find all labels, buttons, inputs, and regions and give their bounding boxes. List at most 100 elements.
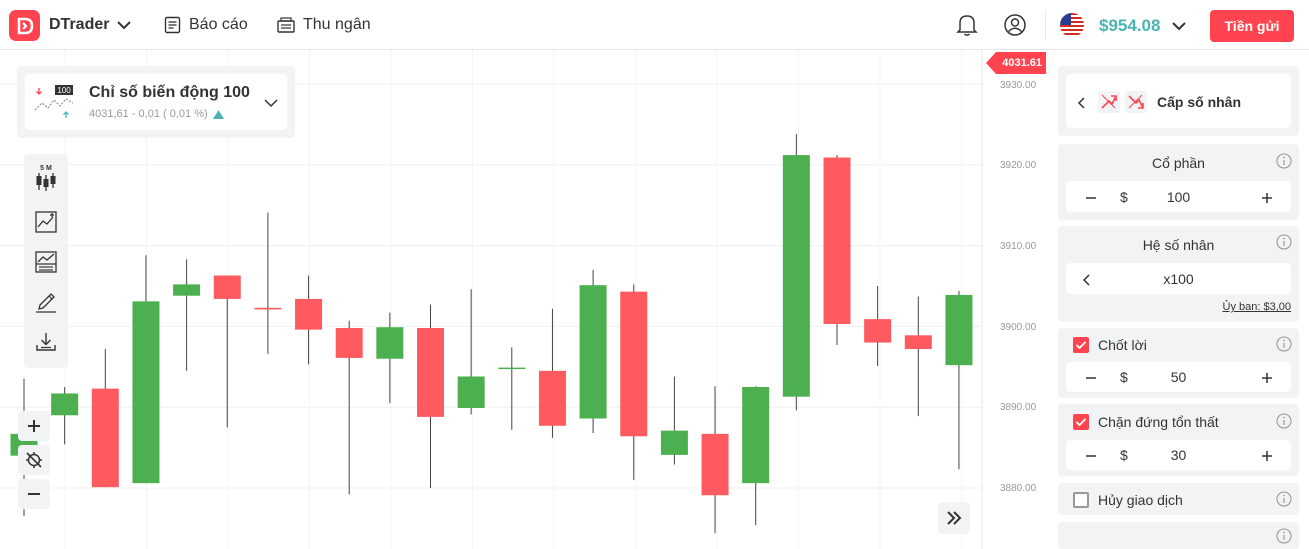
minus-icon[interactable] (1085, 191, 1097, 209)
minus-icon[interactable] (1085, 371, 1097, 389)
crosshair-toggle-button[interactable] (18, 445, 50, 475)
volatility-index-icon: 100 (33, 84, 75, 125)
candle (620, 284, 648, 480)
deal-cancellation-checkbox[interactable] (1073, 492, 1089, 508)
chevron-down-icon[interactable] (116, 17, 132, 38)
indicators-button[interactable] (31, 207, 61, 237)
trade-type-selector[interactable]: Cấp số nhân (1066, 74, 1291, 128)
volatility-index-badge: 100 (57, 86, 71, 95)
candle-body (254, 307, 282, 310)
nav-cashier[interactable]: Thu ngân (277, 16, 371, 34)
trade-type-card[interactable]: Cấp số nhân (1058, 66, 1299, 136)
chart-type-button[interactable]: 5 M (31, 162, 61, 192)
symbol-name: Chỉ số biến động 100 (89, 84, 250, 101)
chevron-down-icon[interactable] (1171, 18, 1187, 39)
multiplier-value: x100 (1163, 271, 1194, 287)
stop-loss-input[interactable]: 30 (1170, 447, 1187, 463)
stop-loss-label[interactable]: Chặn đứng tổn thất (1098, 414, 1219, 430)
account-icon[interactable] (1003, 13, 1027, 42)
drawing-tools-icon (36, 293, 56, 313)
take-profit-input[interactable]: 50 (1170, 369, 1187, 385)
candle (660, 376, 688, 465)
platform-name[interactable]: DTrader (49, 16, 110, 33)
stop-loss-checkbox[interactable] (1073, 414, 1089, 430)
header-divider (1045, 10, 1046, 40)
chevron-down-icon[interactable] (263, 95, 279, 116)
account-balance[interactable]: $954.08 (1099, 16, 1161, 35)
bell-icon[interactable] (956, 13, 978, 42)
candle-body (91, 388, 119, 488)
report-icon (164, 16, 181, 34)
candle (254, 212, 282, 354)
extra-option-card (1058, 522, 1299, 549)
currency-symbol: $ (1120, 447, 1128, 463)
deposit-button[interactable]: Tiền gửi (1210, 10, 1294, 42)
candle-body (417, 328, 444, 417)
info-icon[interactable] (1276, 336, 1292, 352)
candle-body (945, 294, 973, 366)
nav-reports[interactable]: Báo cáo (164, 16, 248, 34)
deal-cancellation-card: Hủy giao dịch (1058, 483, 1299, 515)
candle-body (782, 155, 810, 397)
symbol-selector[interactable]: 100 Chỉ số biến động 100 4031,61 - 0,01 … (17, 66, 295, 138)
multiplier-label: Hệ số nhân (1142, 237, 1215, 253)
chevron-left-icon[interactable] (1076, 96, 1086, 114)
drawing-tools-button[interactable] (31, 287, 61, 317)
templates-button[interactable] (31, 247, 61, 277)
candle-body (173, 284, 201, 296)
nav-reports-label: Báo cáo (189, 16, 248, 33)
stake-stepper[interactable]: $ 100 (1066, 181, 1291, 212)
candle-body (498, 367, 526, 370)
zoom-in-button[interactable] (18, 411, 50, 441)
download-icon (36, 333, 56, 351)
candlestick-chart[interactable] (0, 50, 1050, 549)
y-axis-label: 3910.00 (1000, 241, 1037, 252)
y-axis-label: 3890.00 (1000, 402, 1037, 413)
trade-params-panel: Cấp số nhân Cổ phần $ 100 Hệ số nhân x10… (1050, 50, 1309, 549)
multiplier-select[interactable]: x100 (1066, 263, 1291, 294)
usd-flag-icon[interactable] (1060, 13, 1084, 37)
candle (213, 275, 241, 428)
candle-body (701, 433, 729, 496)
zoom-out-button[interactable] (18, 479, 50, 509)
candle (376, 312, 404, 404)
take-profit-stepper[interactable]: $ 50 (1066, 362, 1291, 392)
download-button[interactable] (31, 327, 61, 357)
info-icon[interactable] (1276, 153, 1292, 169)
plus-icon[interactable] (1261, 449, 1273, 467)
candle (823, 155, 851, 345)
nav-cashier-label: Thu ngân (303, 16, 371, 33)
plus-icon[interactable] (1261, 371, 1273, 389)
scroll-to-recent-button[interactable] (938, 502, 970, 534)
stake-input[interactable]: 100 (1166, 189, 1191, 205)
info-icon[interactable] (1276, 234, 1292, 250)
svg-text:5 M: 5 M (40, 165, 52, 172)
plus-icon[interactable] (1261, 191, 1273, 209)
candle (132, 255, 160, 484)
trade-type-label: Cấp số nhân (1157, 94, 1242, 110)
deal-cancellation-label[interactable]: Hủy giao dịch (1098, 492, 1183, 508)
take-profit-label[interactable]: Chốt lời (1098, 337, 1147, 353)
minus-icon[interactable] (1085, 449, 1097, 467)
take-profit-checkbox[interactable] (1073, 337, 1089, 353)
y-axis-label: 3920.00 (1000, 160, 1037, 171)
minus-icon (28, 493, 40, 495)
info-icon[interactable] (1276, 528, 1292, 544)
stop-loss-card: Chặn đứng tổn thất $ 30 (1058, 404, 1299, 476)
cashier-icon (277, 17, 295, 33)
chart-type-icon: 5 M (36, 165, 56, 191)
candle (579, 269, 607, 434)
candle (457, 289, 485, 415)
info-icon[interactable] (1276, 491, 1292, 507)
multiplier-up-icon (1098, 91, 1120, 113)
symbol-selector-inner[interactable]: 100 Chỉ số biến động 100 4031,61 - 0,01 … (25, 74, 287, 130)
stop-loss-stepper[interactable]: $ 30 (1066, 440, 1291, 470)
chart-area[interactable] (0, 50, 1050, 549)
chevron-left-icon[interactable] (1081, 273, 1091, 291)
candle-body (579, 285, 607, 419)
multiplier-card: Hệ số nhân x100 Ủy ban: $3,00 (1058, 226, 1299, 322)
symbol-quote-text: 4031,61 - 0,01 ( 0,01 %) (89, 108, 208, 120)
y-axis-label: 3930.00 (1000, 80, 1037, 91)
deriv-logo-icon[interactable] (9, 10, 40, 41)
info-icon[interactable] (1276, 413, 1292, 429)
